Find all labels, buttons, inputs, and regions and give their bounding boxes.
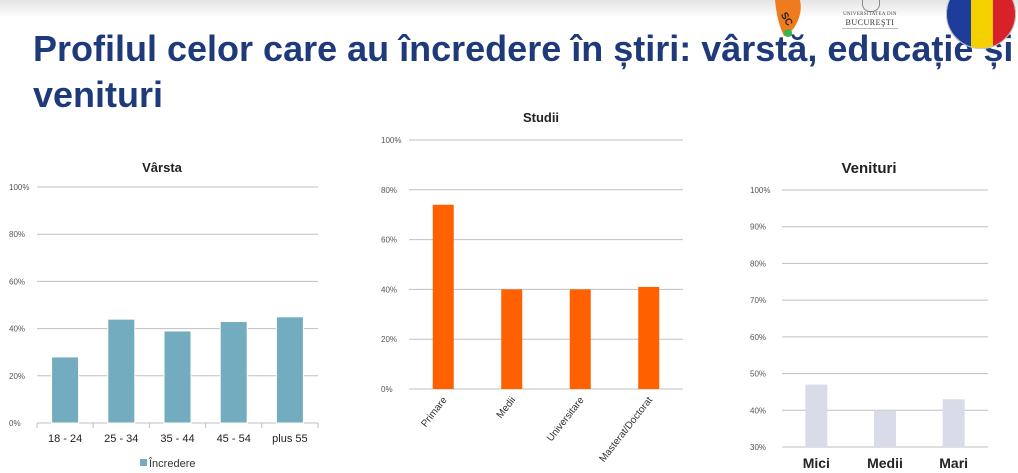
- x-tick-label: Primare: [419, 395, 449, 430]
- y-tick-label: 0%: [381, 385, 393, 394]
- orange-badge-logo: SC: [775, 0, 801, 37]
- chart-venituri: Venituri 30% 40% 50% 60% 70% 80% 90% 100% Mici M…: [750, 160, 988, 471]
- y-tick-label: 20%: [9, 372, 25, 381]
- y-tick-label: 40%: [9, 325, 25, 334]
- chart-venituri-title: Venituri: [841, 160, 896, 177]
- x-tick-label: 45 - 54: [217, 433, 251, 445]
- x-tick-label: Masterat/Doctorat: [598, 395, 656, 465]
- y-tick-label: 30%: [750, 443, 766, 452]
- university-logo-line2: BUCUREŞTI: [845, 18, 895, 27]
- bar: [107, 318, 136, 424]
- bar: [805, 384, 828, 447]
- y-tick-label: 60%: [381, 236, 397, 245]
- y-tick-label: 100%: [750, 186, 770, 195]
- bar: [51, 356, 80, 424]
- x-tick-label: Mici: [803, 455, 830, 471]
- y-tick-label: 80%: [381, 186, 397, 195]
- x-tick-label: Mari: [939, 455, 968, 471]
- slide-title: Profilul celor care au încredere în știr…: [33, 26, 1018, 118]
- chart-studii: Studii 0% 20% 40% 60% 80% 100% Primare Medii Un…: [381, 110, 683, 465]
- university-logo-line1: UNIVERSITATEA DIN: [843, 12, 897, 17]
- romania-flag-icon: [946, 0, 1016, 49]
- y-tick-label: 100%: [381, 136, 401, 145]
- university-logo: UNIVERSITATEA DIN BUCUREŞTI: [838, 0, 902, 34]
- legend-swatch: [140, 459, 147, 466]
- university-logo-rule: [842, 28, 898, 29]
- bar: [874, 410, 896, 447]
- top-bar: [0, 0, 1018, 18]
- bar: [275, 316, 304, 424]
- y-tick-label: 60%: [750, 333, 766, 342]
- y-tick-label: 90%: [750, 223, 766, 232]
- x-tick-label: Universitare: [545, 395, 587, 444]
- bar: [219, 321, 248, 424]
- x-tick-label: Medii: [495, 395, 518, 421]
- y-tick-label: 60%: [9, 277, 25, 286]
- bar: [163, 330, 192, 424]
- y-tick-label: 80%: [750, 259, 766, 268]
- x-tick-label: 18 - 24: [48, 433, 82, 445]
- x-tick-label: 35 - 44: [160, 433, 194, 445]
- y-tick-label: 20%: [381, 335, 397, 344]
- slide-title-text: Profilul celor care au încredere în știr…: [33, 28, 1014, 115]
- y-tick-label: 100%: [9, 183, 29, 192]
- university-crest-icon: [862, 0, 880, 12]
- chart-varsta-legend: Încredere: [140, 457, 195, 470]
- legend-label: Încredere: [148, 457, 195, 470]
- bar: [501, 289, 523, 389]
- chart-studii-title: Studii: [523, 110, 559, 125]
- bar: [638, 286, 660, 389]
- chart-varsta-title: Vârsta: [142, 160, 183, 175]
- y-tick-label: 50%: [750, 370, 766, 379]
- x-tick-label: plus 55: [272, 433, 307, 445]
- y-tick-label: 0%: [9, 419, 21, 428]
- y-tick-label: 40%: [381, 285, 397, 294]
- bar: [942, 399, 965, 447]
- bar: [432, 204, 454, 389]
- x-tick-label: 25 - 34: [104, 433, 138, 445]
- chart-varsta: Vârsta 0% 20% 40% 60% 80% 100% 18 - 24 25 - 34…: [9, 160, 319, 470]
- bar: [569, 289, 591, 389]
- y-tick-label: 40%: [750, 406, 766, 415]
- y-tick-label: 70%: [750, 296, 766, 305]
- x-tick-label: Medii: [867, 455, 903, 471]
- y-tick-label: 80%: [9, 230, 25, 239]
